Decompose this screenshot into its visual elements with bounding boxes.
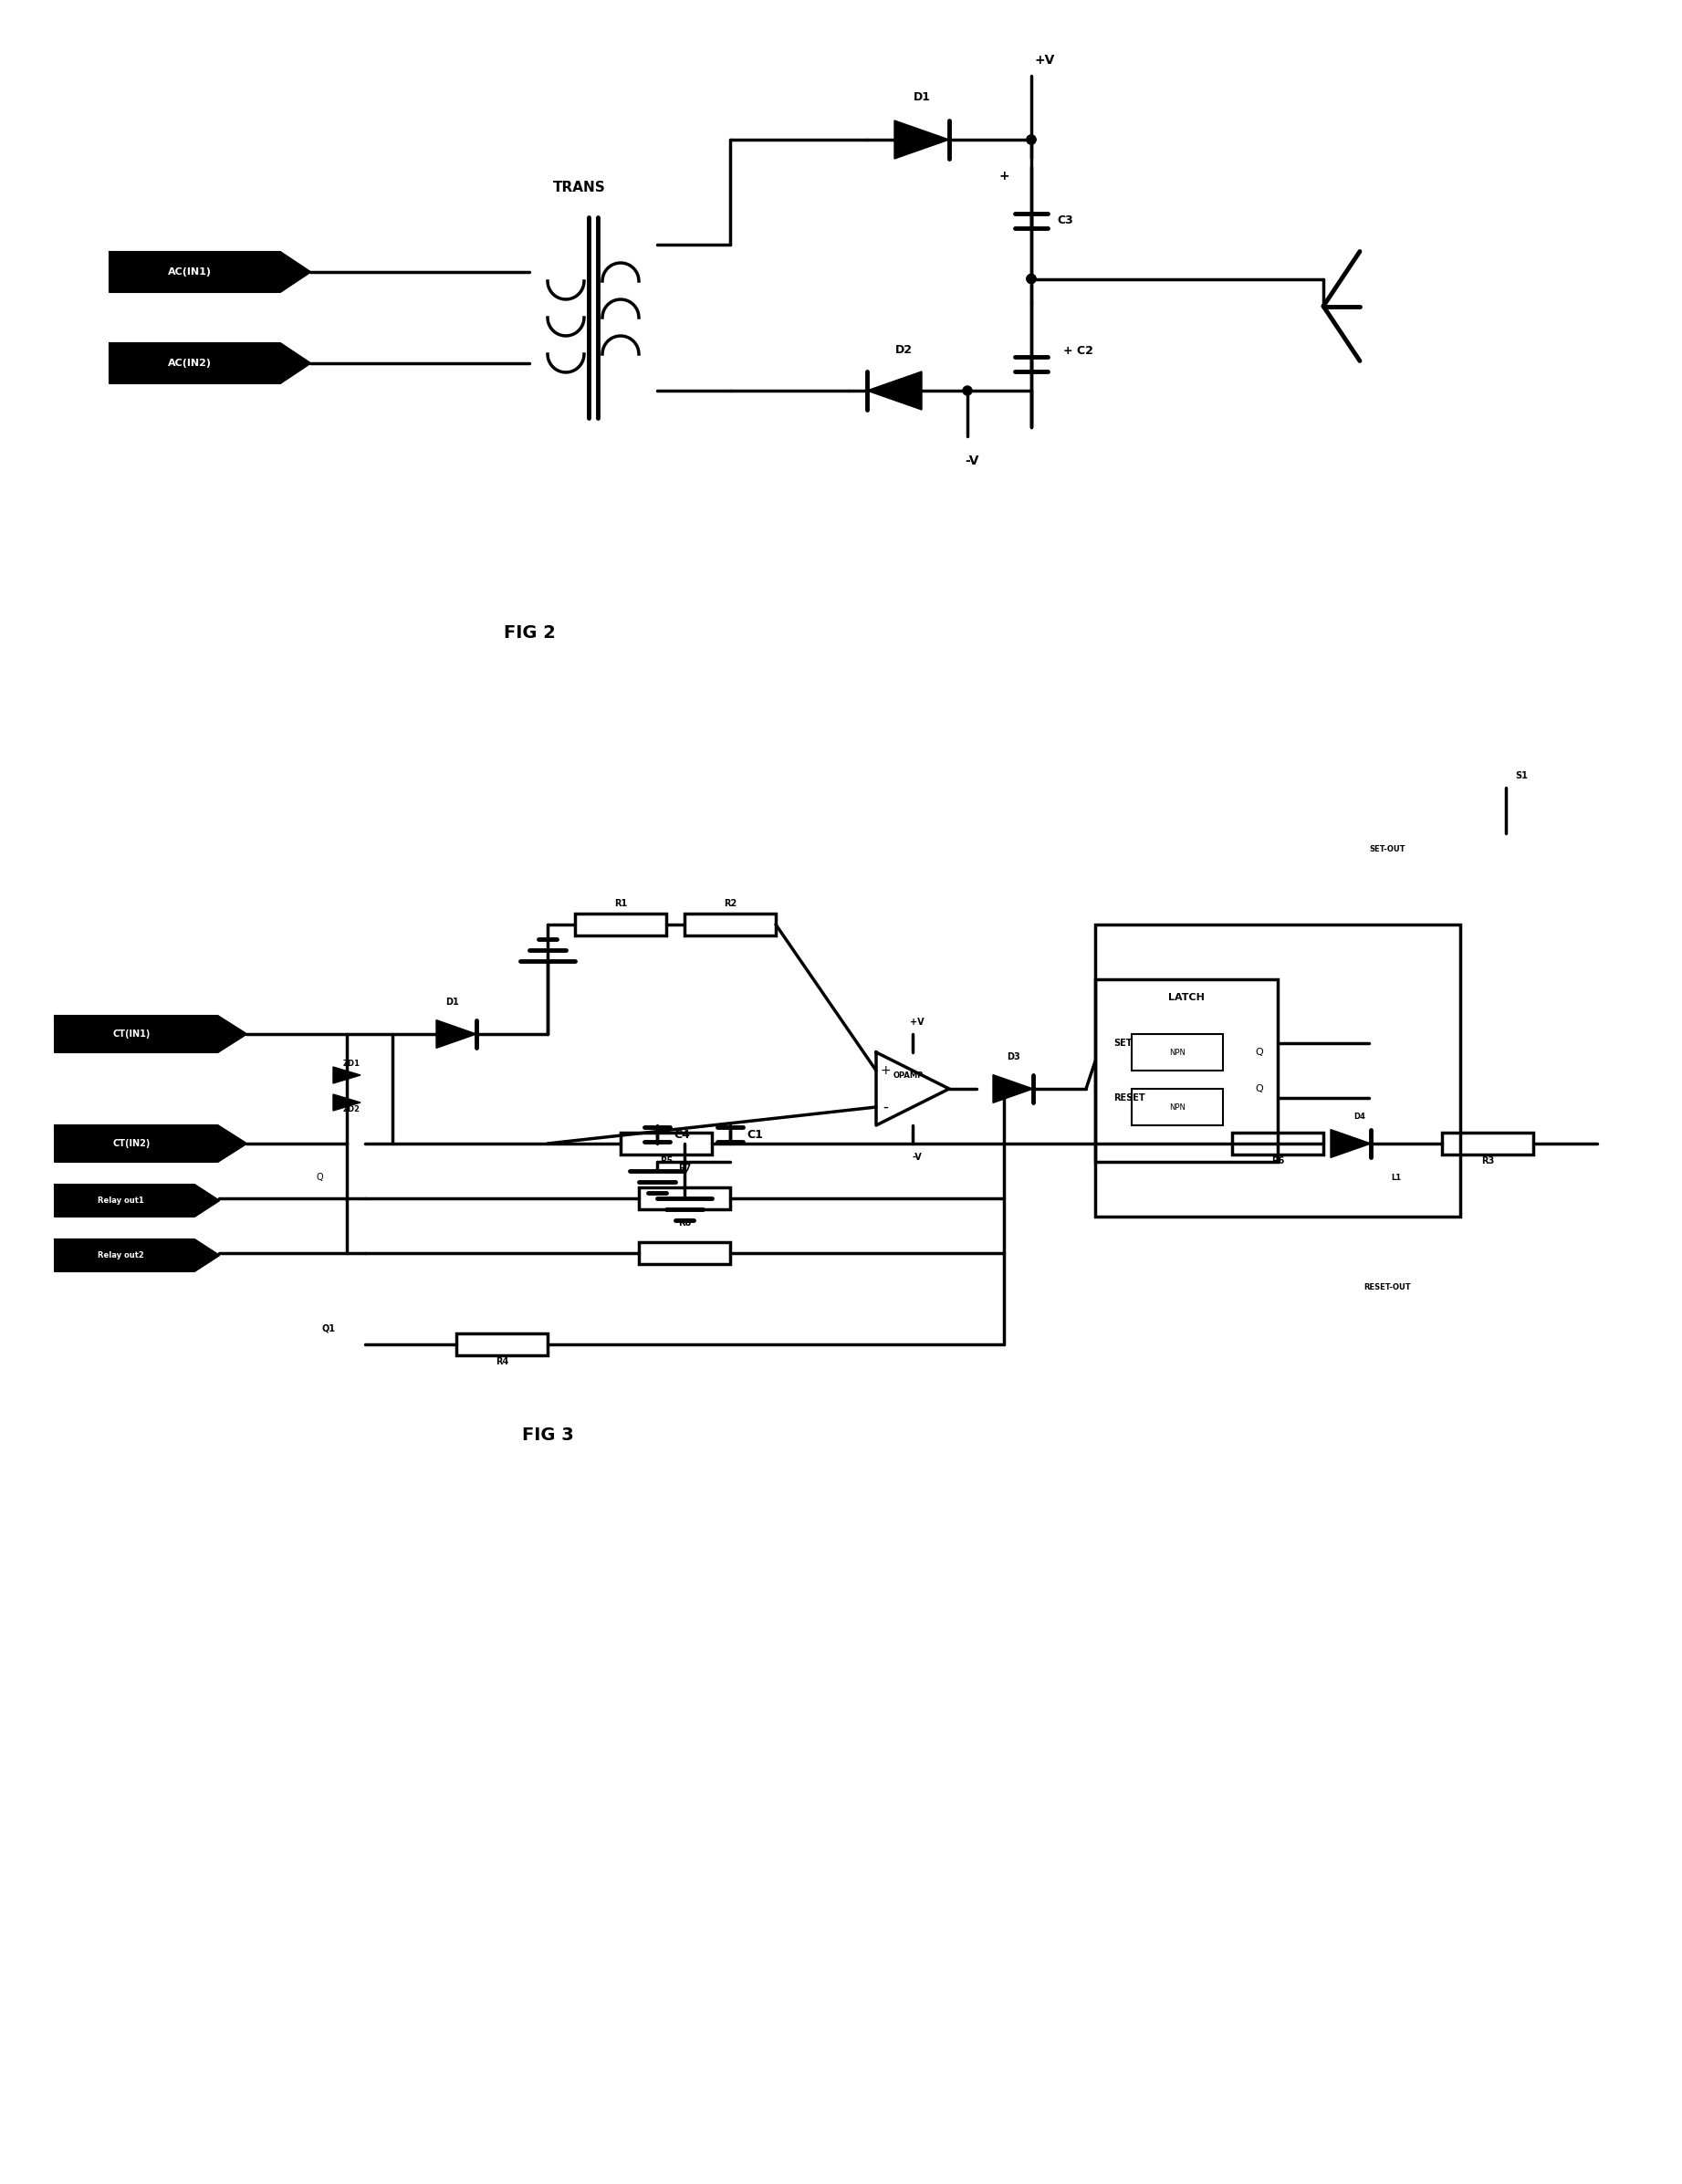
Polygon shape (333, 1068, 360, 1083)
Text: -: - (883, 1099, 888, 1116)
Bar (685, 913, 775, 935)
Polygon shape (1330, 1129, 1371, 1158)
Polygon shape (895, 120, 949, 159)
Text: NPN: NPN (1169, 1103, 1186, 1112)
Circle shape (1026, 135, 1036, 144)
Text: SET: SET (1113, 1040, 1132, 1048)
Text: +: + (880, 1064, 890, 1077)
Text: OPAMP: OPAMP (893, 1070, 923, 1079)
Text: Q: Q (316, 1173, 323, 1182)
Text: Q: Q (1255, 1048, 1263, 1057)
Text: R8: R8 (678, 1219, 691, 1227)
Bar (1233, 1133, 1324, 1155)
Text: -V: -V (912, 1153, 922, 1162)
Polygon shape (876, 1053, 949, 1125)
Bar (639, 1188, 730, 1210)
Text: +V: +V (1034, 55, 1055, 68)
Text: D1: D1 (913, 92, 930, 103)
Circle shape (1026, 135, 1036, 144)
Text: R6: R6 (1272, 1155, 1283, 1166)
Text: L1: L1 (1391, 1173, 1401, 1182)
Polygon shape (56, 1184, 219, 1216)
Text: R3: R3 (1482, 1155, 1494, 1166)
Text: R4: R4 (496, 1356, 508, 1367)
Circle shape (1026, 275, 1036, 284)
Text: LATCH: LATCH (1169, 994, 1204, 1002)
Text: S1: S1 (1515, 771, 1527, 780)
Text: ZD1: ZD1 (343, 1059, 360, 1068)
Circle shape (1026, 275, 1036, 284)
Bar (1132, 1090, 1223, 1125)
Bar (575, 913, 666, 935)
Text: R5: R5 (659, 1155, 673, 1166)
Bar (621, 1133, 711, 1155)
Text: D4: D4 (1354, 1112, 1366, 1120)
Polygon shape (56, 1238, 219, 1271)
Text: Relay out1: Relay out1 (98, 1197, 143, 1206)
Text: AC(IN1): AC(IN1) (168, 266, 212, 277)
Text: SET-OUT: SET-OUT (1369, 845, 1404, 854)
Text: R7: R7 (678, 1164, 691, 1173)
Polygon shape (56, 1016, 247, 1053)
Polygon shape (109, 251, 309, 293)
Text: FIG 2: FIG 2 (503, 625, 555, 642)
Text: CT(IN1): CT(IN1) (113, 1029, 150, 1040)
Bar (1441, 1133, 1534, 1155)
Text: AC(IN2): AC(IN2) (168, 358, 212, 367)
Bar (456, 1334, 548, 1356)
Text: Q1: Q1 (321, 1324, 335, 1332)
Bar (1095, 978, 1278, 1162)
Text: +V: +V (910, 1018, 925, 1026)
Polygon shape (109, 343, 309, 384)
Bar (639, 1243, 730, 1265)
Text: D3: D3 (1006, 1053, 1019, 1061)
Text: NPN: NPN (1169, 1048, 1186, 1057)
Text: CT(IN2): CT(IN2) (113, 1140, 150, 1149)
Bar (1132, 1033, 1223, 1070)
Polygon shape (56, 1125, 247, 1162)
Text: + C2: + C2 (1063, 345, 1093, 356)
Text: ZD2: ZD2 (343, 1105, 360, 1114)
Text: +: + (999, 170, 1009, 183)
Text: C3: C3 (1056, 214, 1073, 227)
Text: C4: C4 (673, 1129, 690, 1140)
Text: FIG 3: FIG 3 (521, 1426, 574, 1444)
Text: TRANS: TRANS (553, 181, 606, 194)
Bar (1095, 924, 1460, 1216)
Polygon shape (436, 1020, 476, 1048)
Polygon shape (992, 1075, 1033, 1103)
Text: -V: -V (965, 454, 979, 467)
Text: Q: Q (1255, 1083, 1263, 1094)
Text: Relay out2: Relay out2 (98, 1251, 143, 1260)
Text: R2: R2 (723, 900, 737, 909)
Text: R1: R1 (614, 900, 627, 909)
Text: C1: C1 (747, 1129, 764, 1140)
Text: RESET: RESET (1113, 1094, 1145, 1103)
Polygon shape (866, 371, 922, 411)
Text: D2: D2 (895, 345, 912, 356)
Text: RESET-OUT: RESET-OUT (1364, 1284, 1411, 1291)
Circle shape (962, 387, 972, 395)
Circle shape (999, 1083, 1009, 1094)
Text: D1: D1 (446, 998, 459, 1007)
Polygon shape (333, 1094, 360, 1112)
